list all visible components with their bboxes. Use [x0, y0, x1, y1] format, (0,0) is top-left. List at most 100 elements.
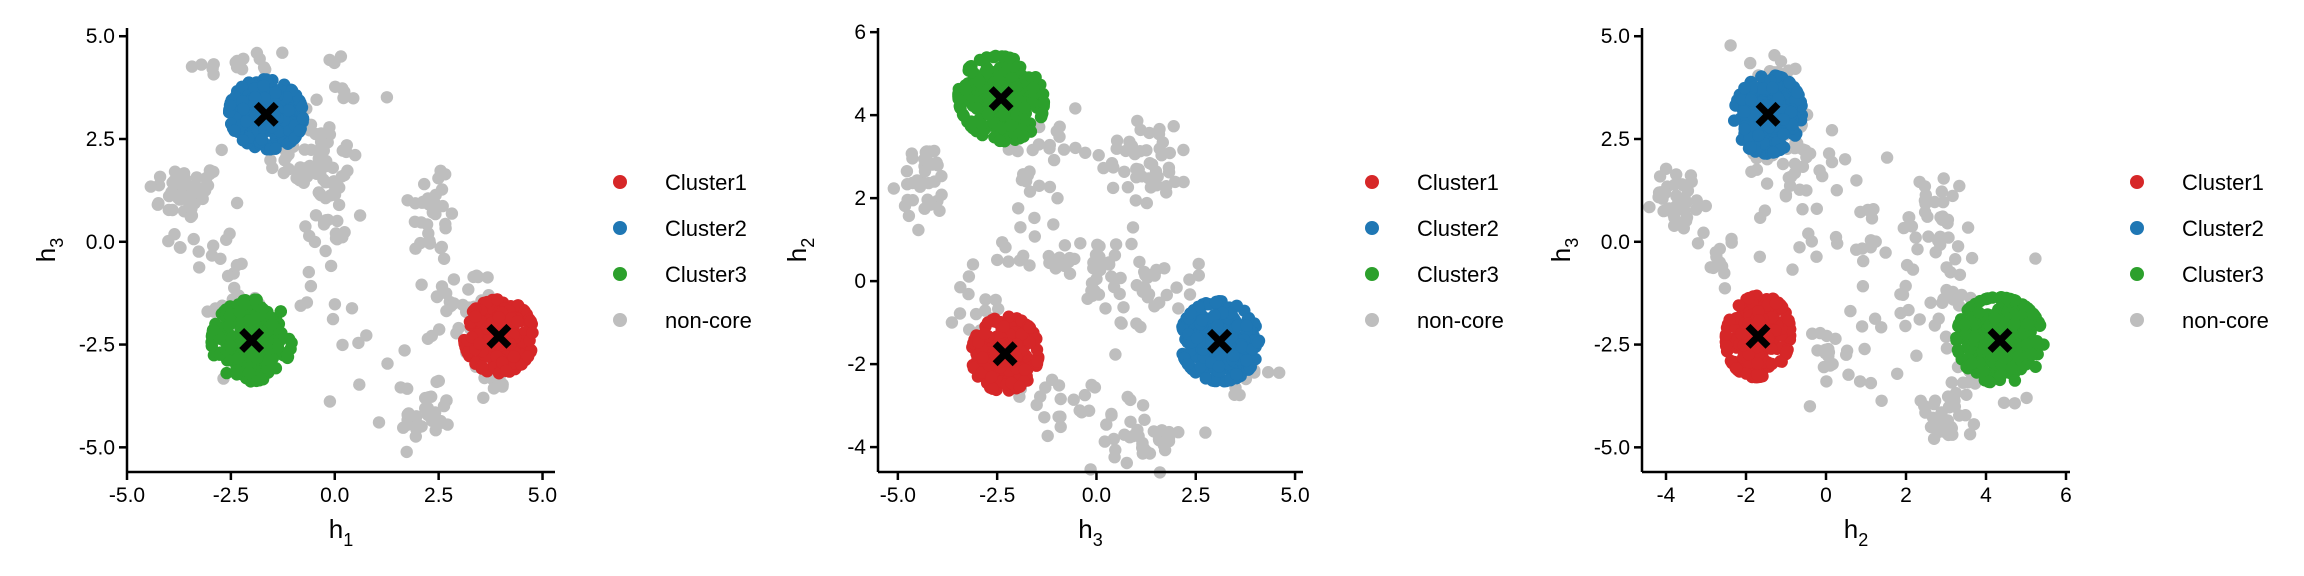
noncore-point	[192, 245, 205, 258]
noncore-point	[1136, 399, 1150, 412]
cluster1-point	[1751, 357, 1764, 370]
y-tick-label: 0.0	[86, 231, 115, 254]
cluster2-point	[1752, 129, 1765, 142]
noncore-point	[1684, 169, 1698, 182]
noncore-point	[1106, 181, 1120, 195]
noncore-point	[1967, 418, 1981, 431]
noncore-point	[1160, 432, 1174, 445]
cluster2-point	[1212, 360, 1226, 373]
noncore-point	[425, 329, 438, 343]
cluster2-point	[1738, 105, 1751, 118]
noncore-point	[1941, 418, 1954, 431]
noncore-point	[1041, 429, 1054, 443]
noncore-points	[144, 46, 514, 459]
noncore-point	[1093, 240, 1106, 253]
cluster2-point	[237, 102, 250, 116]
noncore-point	[1088, 381, 1102, 394]
noncore-points	[887, 102, 1286, 479]
legend-label: non-core	[665, 308, 752, 333]
noncore-point	[1678, 191, 1691, 205]
noncore-point	[953, 307, 967, 320]
noncore-point	[1753, 250, 1767, 263]
cluster3-point	[233, 305, 246, 319]
cluster1-point	[521, 350, 535, 363]
noncore-point	[223, 227, 236, 240]
noncore-point	[1779, 190, 1793, 203]
noncore-point	[207, 68, 220, 81]
noncore-point	[935, 169, 948, 183]
cluster1-point	[972, 336, 985, 349]
x-axis-title: h1	[329, 514, 353, 550]
legend-swatch	[613, 313, 627, 327]
noncore-point	[1856, 242, 1869, 255]
noncore-point	[430, 290, 444, 303]
cluster3-point	[222, 319, 236, 332]
noncore-point	[1875, 321, 1888, 334]
noncore-point	[1668, 219, 1681, 232]
noncore-point	[1842, 368, 1855, 381]
noncore-point	[398, 344, 411, 357]
noncore-point	[1820, 375, 1833, 388]
noncore-point	[1047, 153, 1061, 167]
noncore-point	[1043, 138, 1057, 152]
noncore-point	[1911, 243, 1924, 256]
noncore-point	[237, 52, 250, 65]
cluster3-point	[1037, 97, 1051, 110]
cluster2-point	[1747, 80, 1761, 94]
noncore-point	[1689, 203, 1703, 216]
centroid-marker	[1207, 328, 1233, 354]
y-tick-label: 2.5	[1601, 128, 1630, 151]
noncore-point	[1099, 302, 1112, 315]
noncore-point	[195, 58, 208, 71]
noncore-point	[400, 445, 413, 459]
noncore-point	[1864, 234, 1878, 247]
cluster1-point	[1719, 339, 1733, 353]
noncore-point	[276, 46, 289, 59]
noncore-point	[1803, 400, 1817, 413]
noncore-point	[1744, 56, 1757, 70]
x-tick-label: 2.5	[424, 484, 453, 507]
noncore-point	[1796, 160, 1810, 173]
noncore-point	[945, 316, 959, 329]
noncore-point	[1951, 240, 1965, 253]
noncore-point	[913, 180, 927, 193]
noncore-point	[1092, 149, 1105, 162]
cluster1-point	[511, 315, 524, 328]
noncore-point	[207, 165, 220, 178]
noncore-point	[1814, 326, 1827, 340]
centroid-stroke	[1207, 328, 1233, 354]
centroid-stroke	[992, 341, 1018, 367]
cluster3-point	[1003, 51, 1016, 64]
noncore-point	[1167, 120, 1180, 133]
noncore-point	[152, 197, 165, 210]
noncore-point	[1802, 227, 1815, 240]
noncore-point	[1934, 238, 1947, 251]
noncore-point	[1942, 231, 1955, 244]
noncore-point	[1949, 253, 1962, 266]
noncore-point	[1068, 252, 1081, 266]
legend-swatch	[2130, 175, 2144, 189]
noncore-point	[1170, 281, 1183, 294]
noncore-point	[2020, 391, 2033, 405]
legend-swatch	[613, 267, 627, 281]
cluster3-point	[254, 372, 267, 386]
y-tick-label: 4	[854, 104, 866, 127]
noncore-point	[301, 161, 314, 174]
legend-label: Cluster1	[1417, 170, 1499, 195]
y-axis-title: h3	[1546, 238, 1582, 262]
noncore-point	[1668, 201, 1681, 214]
noncore-point	[1128, 147, 1142, 161]
noncore-point	[190, 171, 203, 184]
cluster2-point	[282, 104, 295, 117]
cluster1-point	[978, 327, 991, 340]
noncore-point	[1160, 288, 1174, 302]
noncore-point	[1939, 330, 1953, 343]
cluster3-point	[1958, 318, 1971, 331]
noncore-point	[1906, 263, 1920, 276]
noncore-point	[1691, 237, 1705, 250]
legend-label: non-core	[1417, 308, 1504, 333]
noncore-point	[1082, 404, 1096, 417]
noncore-point	[1940, 283, 1953, 297]
noncore-point	[1079, 146, 1092, 159]
